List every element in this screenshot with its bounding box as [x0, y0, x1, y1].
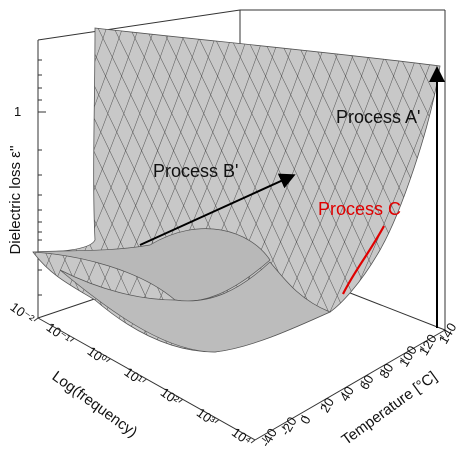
- temperature-tick-label: -40: [258, 426, 280, 450]
- mesh-line: [147, 28, 369, 352]
- temperature-tick-label: -20: [277, 414, 299, 438]
- mesh-line: [139, 28, 341, 352]
- temperature-tick-mark: [360, 380, 366, 385]
- frequency-tick-mark: [178, 398, 183, 403]
- temperature-tick-label: 140: [436, 320, 460, 346]
- mesh-line: [371, 28, 440, 352]
- mesh-line: [219, 28, 421, 352]
- frequency-tick-label: 10⁻²: [7, 299, 37, 327]
- mesh-line: [403, 28, 440, 352]
- temperature-tick-mark: [400, 357, 405, 362]
- frequency-tick-mark: [106, 358, 111, 363]
- mesh-line: [227, 28, 440, 352]
- z-axis-title: Dielectric loss ε'': [7, 145, 24, 254]
- temperature-tick-label: 80: [376, 361, 396, 381]
- process-c-curve: [342, 225, 385, 295]
- temperature-tick-mark: [380, 368, 385, 373]
- temperature-tick-label: 20: [317, 395, 337, 415]
- mesh-line: [33, 28, 209, 352]
- mesh-line: [243, 28, 440, 352]
- process-c-label: Process C: [318, 199, 401, 219]
- temperature-tick-mark: [321, 403, 326, 408]
- mesh-line: [131, 28, 353, 352]
- mesh-line: [155, 28, 357, 352]
- mesh-line: [187, 28, 389, 352]
- mesh-line: [179, 28, 401, 352]
- temperature-tick-mark: [261, 437, 267, 442]
- mesh-line: [0, 0, 4, 474]
- mesh-line: [195, 28, 417, 352]
- mesh-line: [259, 28, 440, 352]
- temperature-tick-label: 40: [337, 384, 357, 404]
- temperature-tick-mark: [340, 391, 346, 396]
- frequency-tick-mark: [33, 317, 39, 322]
- z-axis-ticks: [38, 59, 46, 296]
- mesh-line: [387, 28, 440, 352]
- temperature-tick-label: 60: [356, 372, 376, 392]
- temperature-tick-mark: [439, 334, 445, 339]
- mesh-line: [163, 28, 385, 352]
- frequency-tick-mark: [142, 378, 147, 383]
- mesh-line: [452, 0, 474, 474]
- mesh-line: [339, 28, 440, 352]
- mesh-line: [355, 28, 440, 352]
- mesh-line: [235, 28, 437, 352]
- surface-inner-fold: [32, 228, 271, 302]
- frequency-tick-label: 10²: [158, 385, 183, 409]
- process-b-label: Process B': [153, 161, 238, 181]
- temperature-tick-mark: [301, 414, 306, 419]
- process-a-label: Process A': [336, 107, 420, 127]
- process-b-arrow: [139, 173, 296, 246]
- box-top-left-edge: [37, 9, 241, 41]
- frequency-tick-label: 10⁰: [85, 343, 110, 367]
- temperature-tick-mark: [419, 346, 425, 350]
- box-floor-front-right: [254, 329, 446, 441]
- frequency-tick-mark: [69, 337, 75, 342]
- temperature-tick-mark: [281, 426, 287, 430]
- surface-front-dip: [59, 261, 331, 353]
- frequency-tick-label: 10¹: [122, 364, 147, 388]
- mesh-line: [251, 28, 440, 352]
- mesh-line: [468, 0, 474, 474]
- mesh-line: [203, 28, 405, 352]
- mesh-line: [435, 28, 440, 352]
- mesh-line: [171, 28, 373, 352]
- mesh-line: [33, 28, 213, 352]
- frequency-tick-mark: [250, 439, 256, 444]
- frequency-tick-label: 10³: [194, 405, 219, 429]
- z-tick-1: 1: [14, 104, 21, 119]
- mesh-line: [444, 0, 474, 474]
- mesh-line: [211, 28, 433, 352]
- frequency-tick-label: 10⁴: [229, 425, 254, 449]
- temperature-tick-label: 0: [297, 413, 314, 427]
- mesh-line: [33, 28, 229, 352]
- mesh-line: [33, 28, 197, 352]
- frequency-tick-mark: [214, 419, 220, 424]
- annotations: Process A' Process B' Process C: [139, 66, 445, 328]
